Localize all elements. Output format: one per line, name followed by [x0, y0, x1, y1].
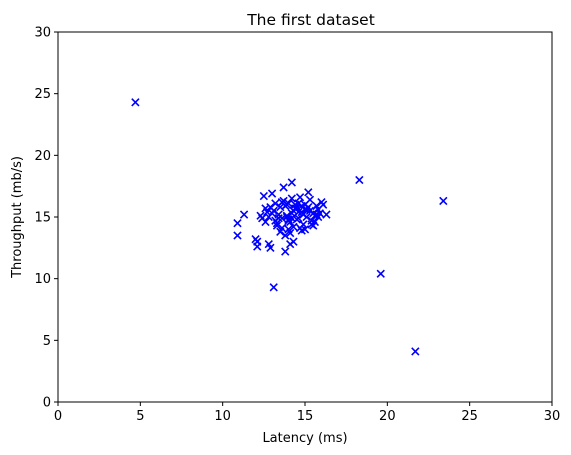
data-point: [281, 247, 290, 256]
data-point: [411, 347, 420, 356]
data-point: [272, 221, 282, 230]
y-tick-label: 0: [43, 396, 51, 411]
data-point: [233, 231, 242, 240]
data-point: [295, 193, 305, 202]
data-point: [295, 223, 305, 233]
data-point: [253, 237, 262, 246]
x-tick-label: 0: [54, 409, 62, 424]
data-point: [289, 222, 298, 232]
data-point: [355, 175, 364, 185]
y-axis-label: Throughput (mb/s): [10, 156, 25, 279]
data-point: [287, 214, 296, 223]
y-axis-ticks: 0 5 10 15 20 25 30: [34, 26, 58, 411]
chart-title: The first dataset: [246, 11, 375, 29]
y-tick-label: 15: [34, 211, 51, 226]
data-point: [281, 231, 290, 240]
data-point: [239, 210, 249, 219]
data-point: [271, 199, 280, 208]
data-point: [279, 183, 288, 192]
data-point: [286, 239, 295, 249]
data-point: [304, 188, 313, 197]
data-point: [297, 207, 306, 217]
y-tick-label: 5: [43, 334, 51, 349]
data-point: [259, 191, 268, 201]
data-point: [287, 178, 296, 187]
data-point: [305, 206, 315, 215]
data-point: [266, 243, 275, 252]
data-point: [318, 200, 328, 209]
data-point: [276, 227, 285, 236]
x-tick-label: 5: [136, 409, 144, 424]
data-point: [294, 199, 303, 208]
x-tick-label: 15: [297, 409, 314, 424]
data-point: [269, 283, 278, 292]
data-point: [310, 217, 320, 227]
data-point: [256, 211, 265, 220]
data-point: [131, 98, 140, 107]
data-point: [267, 189, 277, 198]
x-axis-label: Latency (ms): [262, 431, 347, 446]
y-tick-label: 10: [34, 272, 51, 287]
data-point: [277, 198, 287, 207]
data-point: [322, 210, 331, 219]
x-tick-label: 25: [461, 409, 478, 424]
data-points: [131, 98, 448, 356]
x-tick-label: 10: [214, 409, 231, 424]
data-point: [282, 211, 292, 220]
data-point: [312, 210, 321, 219]
data-point: [289, 206, 298, 215]
data-point: [267, 209, 277, 218]
y-tick-label: 20: [34, 149, 51, 164]
x-tick-label: 20: [379, 409, 396, 424]
data-point: [439, 196, 448, 206]
y-tick-label: 25: [34, 87, 51, 102]
data-point: [261, 204, 270, 213]
data-point: [286, 228, 295, 238]
y-tick-label: 30: [34, 26, 51, 41]
x-axis-ticks: 0 5 10 15 20 25 30: [54, 402, 560, 424]
data-point: [274, 214, 283, 223]
x-tick-label: 30: [544, 409, 561, 424]
data-point: [300, 200, 310, 209]
data-point: [376, 269, 385, 278]
data-point: [233, 219, 242, 228]
data-point: [287, 194, 296, 203]
